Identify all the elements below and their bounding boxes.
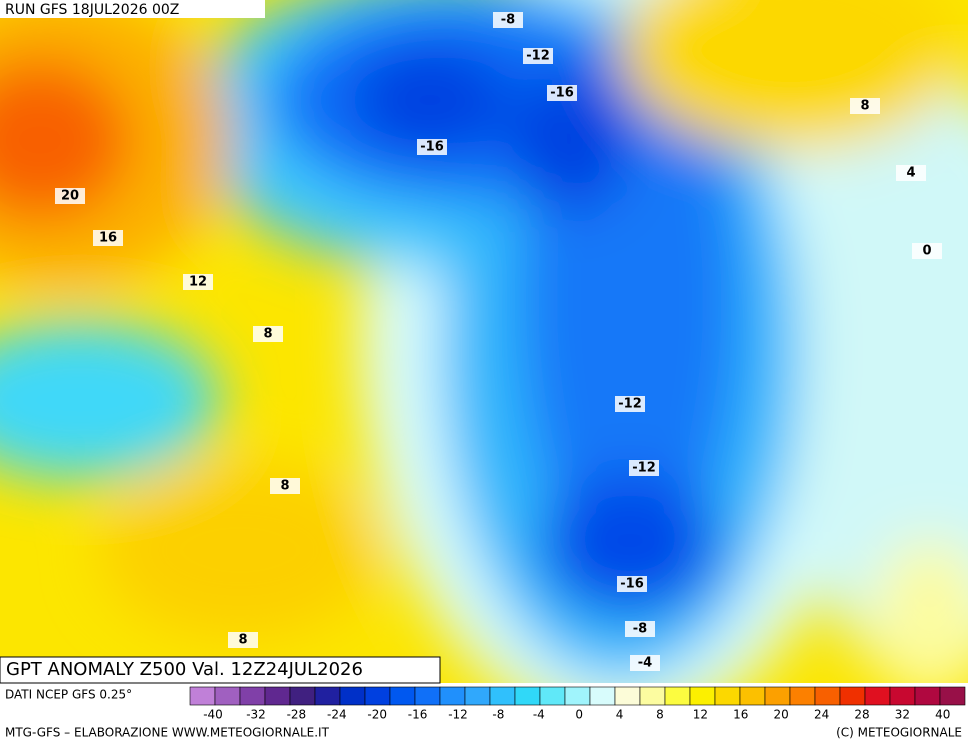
label-box	[270, 478, 300, 494]
label-box	[228, 632, 258, 648]
legend-swatch	[789, 686, 816, 706]
legend-tick-label: -12	[448, 708, 468, 722]
legend-swatch	[939, 686, 966, 706]
legend-tick-label: -32	[246, 708, 266, 722]
contour-label: -12	[632, 461, 656, 476]
contour-label: -16	[620, 577, 644, 592]
label-box	[629, 460, 659, 476]
contour-label: -4	[638, 656, 652, 671]
legend-swatch	[889, 686, 916, 706]
legend-swatch	[639, 686, 666, 706]
contour-labels: -8 -12 -16 -16 8 4 0 20 16 12 8 -12 -12 8 -16 -8 -4 8	[55, 12, 942, 671]
legend-swatch	[764, 686, 791, 706]
legend-swatch	[739, 686, 766, 706]
label-box	[523, 48, 553, 64]
label-box	[183, 274, 213, 290]
legend-tick-label: -20	[367, 708, 387, 722]
legend-tick-label: 8	[656, 708, 664, 722]
contour-label: 20	[61, 189, 79, 204]
legend-tick-label: 32	[895, 708, 910, 722]
contour-label: -16	[550, 86, 574, 101]
label-box	[253, 326, 283, 342]
legend-swatch	[314, 686, 341, 706]
legend-tick-label: 12	[693, 708, 708, 722]
legend-swatch	[439, 686, 466, 706]
label-box	[617, 576, 647, 592]
contour-label: -8	[633, 622, 647, 637]
contour-label: 8	[238, 633, 247, 648]
legend-swatch	[189, 686, 216, 706]
legend-swatch	[289, 686, 316, 706]
legend-swatch	[864, 686, 891, 706]
contour-label: -12	[618, 397, 642, 412]
legend-swatch	[539, 686, 566, 706]
legend-swatch	[614, 686, 641, 706]
legend-tick-label: -28	[287, 708, 307, 722]
legend-swatch	[664, 686, 691, 706]
legend-swatch	[414, 686, 441, 706]
legend-swatch	[489, 686, 516, 706]
legend-swatch	[364, 686, 391, 706]
contour-label: 12	[189, 275, 207, 290]
contour-label: 16	[99, 231, 117, 246]
label-box	[896, 165, 926, 181]
legend-swatch	[914, 686, 941, 706]
legend-swatch	[714, 686, 741, 706]
legend-tick-label: 28	[854, 708, 869, 722]
legend-tick-label: -16	[408, 708, 428, 722]
legend-swatch	[264, 686, 291, 706]
legend-swatch	[839, 686, 866, 706]
legend-tick-label: 40	[935, 708, 950, 722]
anomaly-field	[0, 0, 968, 683]
label-box	[547, 85, 577, 101]
label-box	[417, 139, 447, 155]
legend-tick-label: 24	[814, 708, 829, 722]
legend-tick-label: -40	[203, 708, 223, 722]
contour-label: 0	[922, 244, 931, 259]
source-label: DATI NCEP GFS 0.25°	[5, 688, 132, 702]
legend-swatch	[689, 686, 716, 706]
label-box	[493, 12, 523, 28]
legend-swatch	[214, 686, 241, 706]
label-box	[55, 188, 85, 204]
contour-label: 8	[860, 99, 869, 114]
label-box	[630, 655, 660, 671]
label-box	[912, 243, 942, 259]
legend-tick-label: -8	[492, 708, 504, 722]
footer-left: MTG-GFS – ELABORAZIONE WWW.METEOGIORNALE…	[5, 726, 330, 740]
legend-tick-label: 4	[616, 708, 624, 722]
legend-swatch	[564, 686, 591, 706]
legend-tick-label: 0	[575, 708, 583, 722]
label-box	[93, 230, 123, 246]
contour-label: 8	[263, 327, 272, 342]
legend-swatch	[389, 686, 416, 706]
footer-right: (C) METEOGIORNALE	[836, 726, 962, 740]
map-title: GPT ANOMALY Z500 Val. 12Z24JUL2026	[6, 659, 363, 680]
color-legend: -40 -32 -28 -24 -20 -16 -12 -8 -4 0 4 8 12 16 20 24 28 32…	[189, 686, 966, 722]
contour-label: -12	[526, 49, 550, 64]
contour-label: 8	[280, 479, 289, 494]
title-box	[0, 656, 441, 684]
legend-swatch	[514, 686, 541, 706]
legend-swatch	[589, 686, 616, 706]
legend-swatch	[239, 686, 266, 706]
label-box	[850, 98, 880, 114]
label-box	[615, 396, 645, 412]
contour-label: -8	[501, 13, 515, 28]
legend-tick-label: -4	[533, 708, 545, 722]
legend-swatch	[339, 686, 366, 706]
legend-swatch	[464, 686, 491, 706]
contour-label: 4	[906, 166, 915, 181]
run-box	[0, 0, 265, 18]
contour-label: -16	[420, 140, 444, 155]
label-box	[625, 621, 655, 637]
run-label: RUN GFS 18JUL2026 00Z	[5, 2, 179, 18]
legend-tick-label: -24	[327, 708, 347, 722]
legend-swatch	[814, 686, 841, 706]
legend-tick-label: 16	[733, 708, 748, 722]
legend-tick-label: 20	[774, 708, 789, 722]
